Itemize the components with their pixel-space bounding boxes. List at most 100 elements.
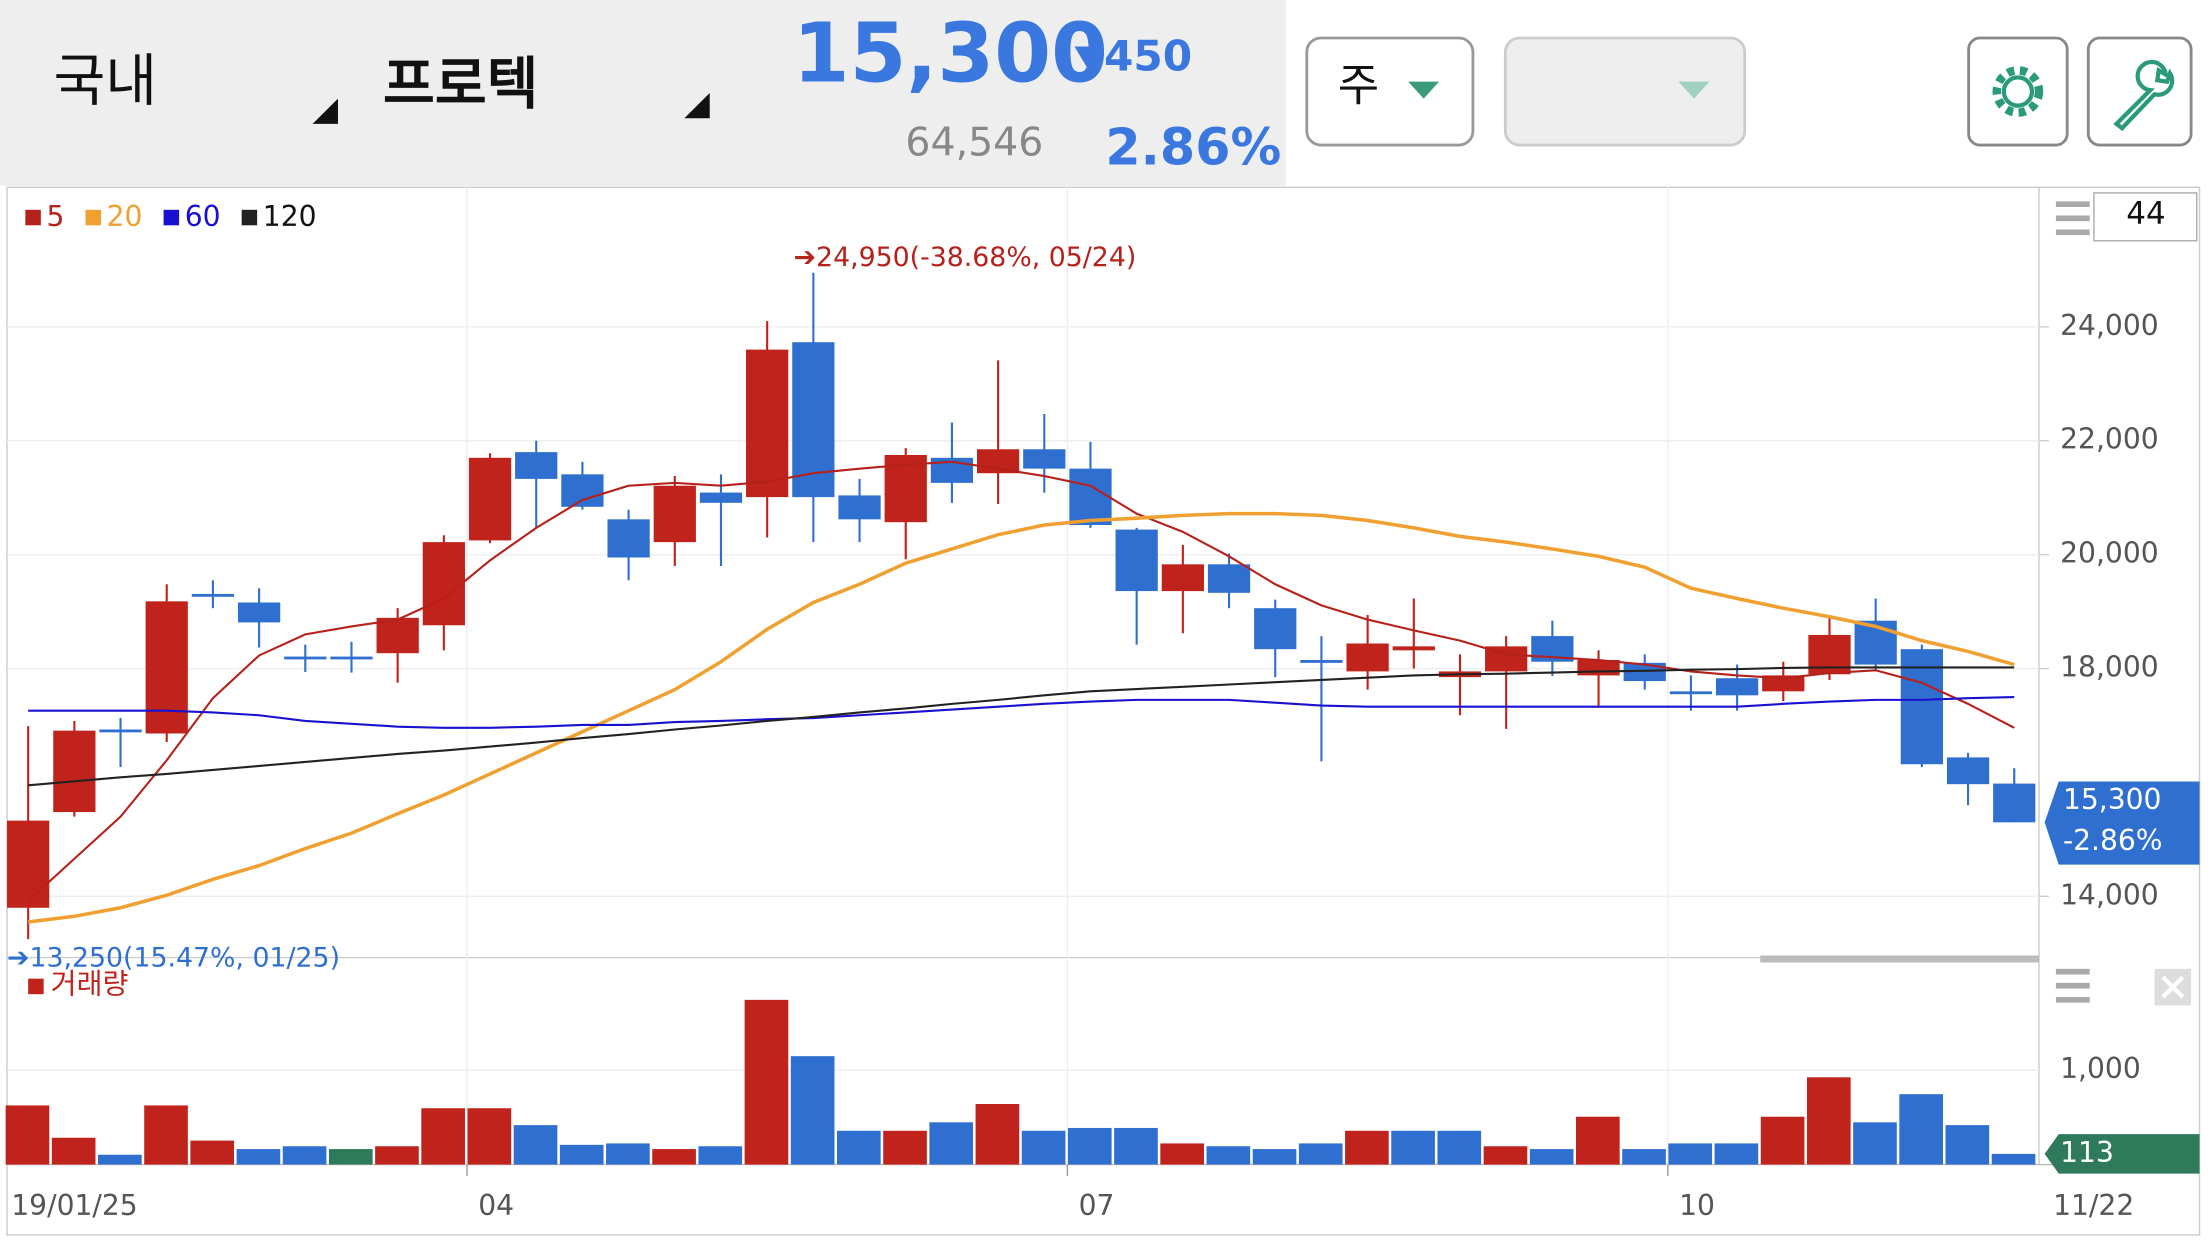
period-dropdown-icon[interactable] xyxy=(1408,81,1440,99)
volume-bar xyxy=(467,1108,512,1165)
volume-bar xyxy=(929,1122,974,1165)
current-price: 15,300 xyxy=(793,7,1108,102)
max-annotation: ➔24,950(-38.68%, 05/24) xyxy=(794,242,1137,273)
volume-bar xyxy=(1483,1146,1528,1165)
volume-bar xyxy=(1160,1143,1204,1165)
volume-bar xyxy=(236,1149,281,1165)
candle-body xyxy=(376,617,419,654)
volume-bar xyxy=(144,1105,188,1165)
legend-label: 120 xyxy=(263,200,317,233)
tools-button[interactable] xyxy=(2086,36,2193,147)
price-tag-label: 15,300 xyxy=(2063,783,2162,816)
volume-bar xyxy=(1206,1146,1251,1165)
change-rate: 2.86% xyxy=(1105,118,1281,177)
market-dropdown-icon[interactable] xyxy=(312,98,338,124)
moving-average xyxy=(28,666,2015,787)
candle-body xyxy=(191,593,235,597)
settings-button[interactable] xyxy=(1967,36,2069,147)
candle-body xyxy=(838,495,881,520)
close-icon[interactable] xyxy=(2161,975,2185,999)
down-arrow xyxy=(1074,46,1100,68)
market[interactable]: 국내 xyxy=(54,49,158,114)
candle-body xyxy=(746,349,789,498)
candle-body xyxy=(99,729,142,733)
x-tick-label: 11/22 xyxy=(2053,1189,2134,1222)
candle-body xyxy=(1207,564,1251,593)
candle-body xyxy=(607,519,650,558)
volume-bar xyxy=(282,1146,327,1165)
x-tick-label: 19/01/25 xyxy=(11,1189,137,1222)
candle-body xyxy=(1715,678,1759,696)
volume-bar xyxy=(1021,1130,1066,1165)
candle-body xyxy=(561,474,604,507)
x-tick-label: 07 xyxy=(1079,1189,1115,1222)
y-tick-label: 22,000 xyxy=(2060,423,2159,456)
y-tick-label: 20,000 xyxy=(2060,537,2159,570)
stock-dropdown-icon[interactable] xyxy=(684,92,710,119)
y-tick-label: 18,000 xyxy=(2060,651,2159,684)
stock-name[interactable]: 프로텍 xyxy=(383,52,538,117)
candle-body xyxy=(1300,660,1343,663)
volume-bar xyxy=(1252,1149,1297,1165)
chart-frame xyxy=(6,186,2201,1236)
volume-bar xyxy=(1576,1116,1620,1165)
volume-bar xyxy=(559,1144,604,1165)
count[interactable]: 44 xyxy=(2126,196,2165,232)
volume-bar xyxy=(698,1146,743,1165)
candle-body xyxy=(1946,757,1990,785)
volume-bar xyxy=(1899,1094,1943,1165)
count-box[interactable] xyxy=(2093,192,2198,242)
period-label[interactable]: 주 xyxy=(1338,59,1379,112)
candle-body xyxy=(330,656,373,660)
volume-tag-label: 113 xyxy=(2060,1136,2114,1169)
y-tick-label: 24,000 xyxy=(2060,309,2159,342)
plot: 14,000 18,000 20,000 22,000 24,000 1,000 19/01… xyxy=(5,187,2200,1222)
volume-bar xyxy=(837,1130,881,1165)
legend-label: 5 xyxy=(46,200,64,233)
candle-body xyxy=(237,602,281,623)
candle-body xyxy=(1161,564,1204,592)
legend-swatch xyxy=(163,209,180,226)
menu-icon[interactable] xyxy=(2055,201,2090,236)
volume-bar xyxy=(1437,1130,1482,1165)
volume-bar xyxy=(1622,1149,1666,1165)
volume-bar xyxy=(1760,1116,1805,1165)
legend-swatch xyxy=(25,209,41,226)
volume-bar xyxy=(98,1154,142,1165)
moving-average xyxy=(27,511,2015,924)
tools-icon[interactable] xyxy=(2113,59,2175,131)
volume-menu-icon[interactable] xyxy=(2055,968,2090,1003)
compare-dropdown-icon[interactable] xyxy=(1678,81,1710,99)
candle-body xyxy=(145,601,188,734)
candle-body xyxy=(1254,608,1297,650)
candle-body xyxy=(7,820,50,908)
x-tick-label: 04 xyxy=(478,1189,514,1222)
candle-body xyxy=(1023,449,1066,469)
period-select[interactable] xyxy=(1305,36,1475,147)
candle-body xyxy=(284,656,327,660)
volume-bar xyxy=(744,999,789,1165)
price-change: 450 xyxy=(1104,32,1192,81)
volume-bar xyxy=(1714,1143,1759,1165)
volume-bar xyxy=(1114,1127,1158,1165)
candle-body xyxy=(53,730,96,813)
settings-icon-inner[interactable] xyxy=(2001,75,2035,108)
volume-bar xyxy=(652,1149,696,1165)
volume-bar xyxy=(513,1125,558,1165)
candle-body xyxy=(1993,783,2036,823)
volume-bar xyxy=(328,1149,373,1165)
candle-body xyxy=(1392,646,1435,651)
price-tag xyxy=(2044,781,2200,865)
price-tag-change: -2.86% xyxy=(2063,824,2163,857)
header-bg xyxy=(0,0,1286,186)
candle-body xyxy=(1669,691,1713,695)
candle-body xyxy=(422,542,465,626)
candle-body xyxy=(515,452,558,479)
candle-body xyxy=(1115,529,1158,592)
compare-select[interactable] xyxy=(1503,36,1747,147)
settings-icon[interactable] xyxy=(1992,66,2044,117)
candle-body xyxy=(1346,643,1389,672)
legend-label: 60 xyxy=(185,200,221,233)
volume-bar xyxy=(375,1146,419,1165)
volume-bar xyxy=(1853,1122,1897,1165)
